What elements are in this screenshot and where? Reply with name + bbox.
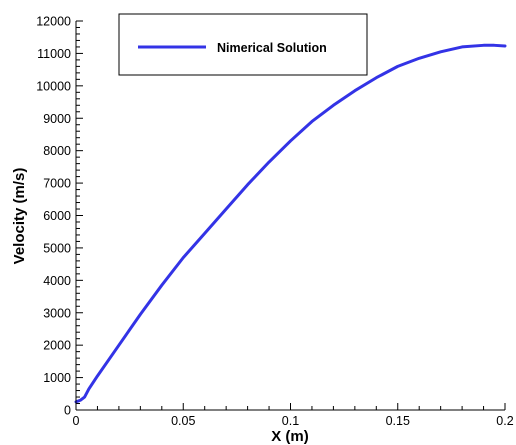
legend: Nimerical Solution xyxy=(118,13,368,76)
legend-label: Nimerical Solution xyxy=(217,41,327,55)
series-line xyxy=(74,43,507,404)
y-tick-label: 4000 xyxy=(43,274,71,288)
y-tick-label: 6000 xyxy=(43,209,71,223)
y-axis-title: Velocity (m/s) xyxy=(11,168,28,265)
axis-ticks: 0 1000 2000 3000 4000 5000 6000 7000 8000 9000 100… xyxy=(36,15,513,429)
x-axis-title: X (m) xyxy=(271,428,309,445)
y-tick-label: 0 xyxy=(64,404,71,418)
y-tick-label: 11000 xyxy=(37,47,71,61)
x-tick-label: 0.2 xyxy=(496,414,513,428)
y-tick-label: 1000 xyxy=(43,371,71,385)
x-tick-label: 0.1 xyxy=(282,414,299,428)
y-tick-label: 7000 xyxy=(43,177,71,191)
y-tick-label: 5000 xyxy=(43,241,71,255)
plot-area xyxy=(74,43,507,404)
y-tick-label: 9000 xyxy=(43,112,71,126)
x-tick-label: 0 xyxy=(73,414,80,428)
axes xyxy=(75,21,505,411)
x-tick-label: 0.15 xyxy=(386,414,410,428)
legend-box xyxy=(118,13,368,76)
y-tick-label: 2000 xyxy=(43,339,71,353)
y-tick-label: 10000 xyxy=(36,79,71,93)
y-tick-label: 3000 xyxy=(43,306,71,320)
x-tick-label: 0.05 xyxy=(171,414,195,428)
y-tick-label: 8000 xyxy=(43,144,71,158)
y-tick-label: 12000 xyxy=(36,15,71,29)
